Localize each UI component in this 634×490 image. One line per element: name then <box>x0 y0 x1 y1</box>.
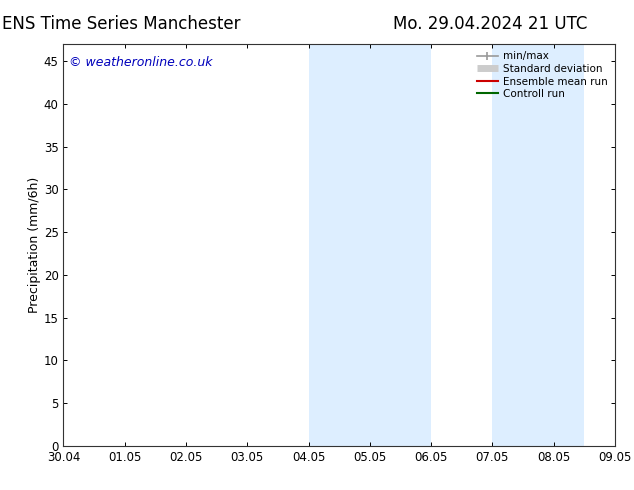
Text: Mo. 29.04.2024 21 UTC: Mo. 29.04.2024 21 UTC <box>393 15 588 33</box>
Text: © weatheronline.co.uk: © weatheronline.co.uk <box>69 56 212 69</box>
Bar <box>493 44 585 446</box>
Text: ENS Time Series Manchester: ENS Time Series Manchester <box>3 15 241 33</box>
Y-axis label: Precipitation (mm/6h): Precipitation (mm/6h) <box>28 177 41 313</box>
Bar <box>309 44 431 446</box>
Legend: min/max, Standard deviation, Ensemble mean run, Controll run: min/max, Standard deviation, Ensemble me… <box>473 47 612 103</box>
